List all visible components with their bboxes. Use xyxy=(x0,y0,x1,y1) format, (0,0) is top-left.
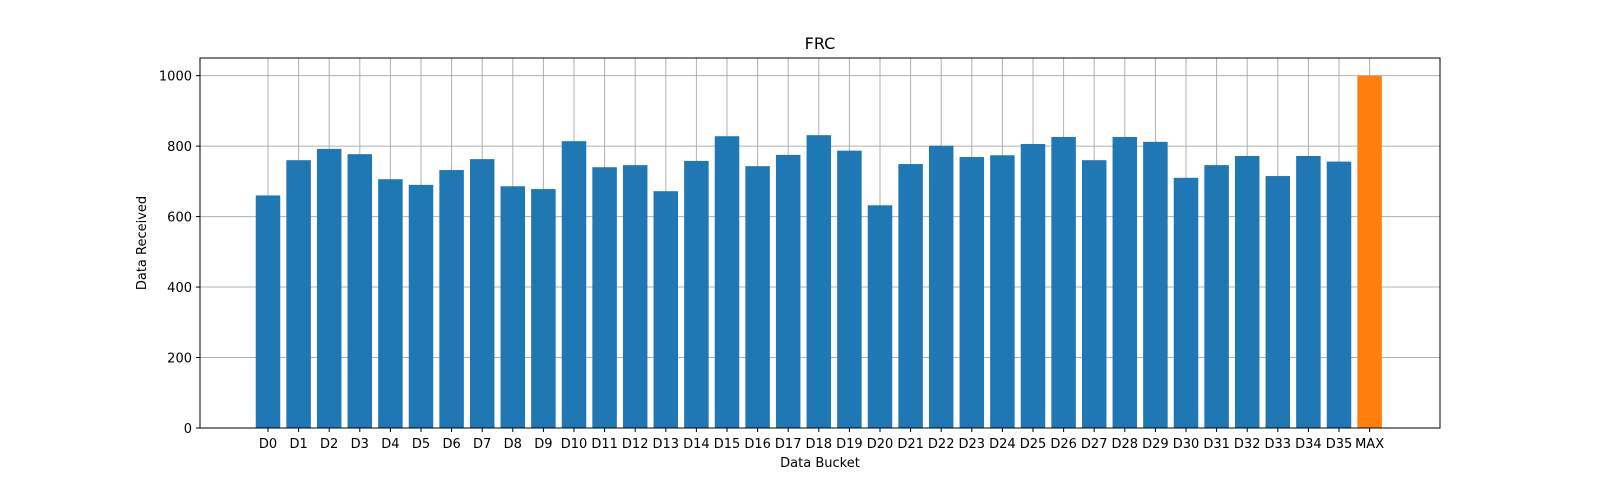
bar-d24 xyxy=(990,155,1015,428)
bar-d20 xyxy=(867,205,893,428)
x-tick-label: D6 xyxy=(442,437,460,452)
x-tick-label: D30 xyxy=(1173,437,1200,452)
y-tick-label: 0 xyxy=(184,422,192,437)
y-tick-label: 600 xyxy=(167,211,192,226)
x-axis-label: Data Bucket xyxy=(780,456,860,471)
bar-d19 xyxy=(837,150,862,428)
bar-d35 xyxy=(1326,161,1352,428)
x-tick-label: D33 xyxy=(1265,437,1292,452)
bar-d2 xyxy=(316,148,342,428)
x-tick-label: D11 xyxy=(591,437,618,452)
bar-d28 xyxy=(1112,136,1138,428)
bar-d7 xyxy=(469,159,495,428)
x-tick-label: D7 xyxy=(473,437,491,452)
ticks-layer: D0 D1 D2 D3 D4 D5 D6 D7 D8 D9 D10 D11 D12 D13 D14 D15 D1… xyxy=(159,70,1384,452)
bar-d30 xyxy=(1173,177,1199,428)
x-tick-label: D28 xyxy=(1112,437,1139,452)
y-tick-label: 1000 xyxy=(159,70,192,85)
x-tick-label: D25 xyxy=(1020,437,1047,452)
bar-d25 xyxy=(1020,143,1046,428)
y-tick-label: 800 xyxy=(167,140,192,155)
x-tick-label: D1 xyxy=(289,437,307,452)
x-tick-label: D12 xyxy=(622,437,649,452)
x-tick-label: D35 xyxy=(1326,437,1353,452)
x-tick-label: D8 xyxy=(504,437,522,452)
bar-d8 xyxy=(500,186,526,428)
x-tick-label: D32 xyxy=(1234,437,1261,452)
bar-d23 xyxy=(959,157,985,428)
bar-d26 xyxy=(1051,136,1076,428)
bar-d3 xyxy=(347,154,373,428)
bar-d17 xyxy=(775,154,801,428)
x-tick-label: D20 xyxy=(867,437,894,452)
x-tick-label: D5 xyxy=(412,437,430,452)
bar-d13 xyxy=(653,191,679,428)
x-tick-label: D13 xyxy=(653,437,680,452)
x-tick-label: D10 xyxy=(561,437,588,452)
bar-d9 xyxy=(531,189,556,428)
y-axis-label: Data Received xyxy=(135,196,150,290)
bars-layer xyxy=(255,75,1382,429)
x-tick-label: D34 xyxy=(1295,437,1322,452)
bar-d31 xyxy=(1204,165,1229,428)
y-tick-label: 200 xyxy=(167,352,192,367)
bar-d1 xyxy=(286,160,311,428)
bar-d29 xyxy=(1143,141,1168,428)
x-tick-label: D19 xyxy=(836,437,863,452)
x-tick-label: D21 xyxy=(897,437,924,452)
bar-d18 xyxy=(806,135,832,428)
bar-d11 xyxy=(592,167,617,428)
x-tick-label: D29 xyxy=(1142,437,1169,452)
x-tick-label: D9 xyxy=(534,437,552,452)
x-tick-label: D24 xyxy=(989,437,1016,452)
x-tick-label: D31 xyxy=(1203,437,1230,452)
x-tick-label: D22 xyxy=(928,437,955,452)
bar-d0 xyxy=(255,195,281,428)
y-tick-label: 400 xyxy=(167,281,192,296)
x-tick-label: D16 xyxy=(744,437,771,452)
x-tick-label: D26 xyxy=(1050,437,1077,452)
x-tick-label: D14 xyxy=(683,437,710,452)
bar-d27 xyxy=(1081,160,1107,428)
x-tick-label: D15 xyxy=(714,437,741,452)
x-tick-label: MAX xyxy=(1355,437,1384,452)
bar-d34 xyxy=(1296,155,1321,428)
bar-d12 xyxy=(622,165,648,428)
bar-d22 xyxy=(928,145,954,428)
x-tick-label: D3 xyxy=(351,437,369,452)
bar-d5 xyxy=(408,184,434,428)
bar-d32 xyxy=(1234,155,1260,428)
x-tick-label: D4 xyxy=(381,437,399,452)
bar-d21 xyxy=(898,164,923,429)
bar-d4 xyxy=(378,179,403,428)
bar-d14 xyxy=(684,160,709,428)
bar-d15 xyxy=(714,136,740,428)
x-tick-label: D2 xyxy=(320,437,338,452)
bar-d10 xyxy=(561,141,587,428)
plot-frame xyxy=(199,57,1441,429)
bar-d6 xyxy=(439,170,464,429)
x-tick-label: D27 xyxy=(1081,437,1108,452)
x-tick-label: D23 xyxy=(959,437,986,452)
chart-title: FRC xyxy=(805,34,836,53)
x-tick-label: D17 xyxy=(775,437,802,452)
bar-d33 xyxy=(1265,176,1291,428)
bar-d16 xyxy=(745,166,770,428)
x-tick-label: D0 xyxy=(259,437,277,452)
bar-max xyxy=(1357,75,1382,428)
x-tick-label: D18 xyxy=(806,437,833,452)
